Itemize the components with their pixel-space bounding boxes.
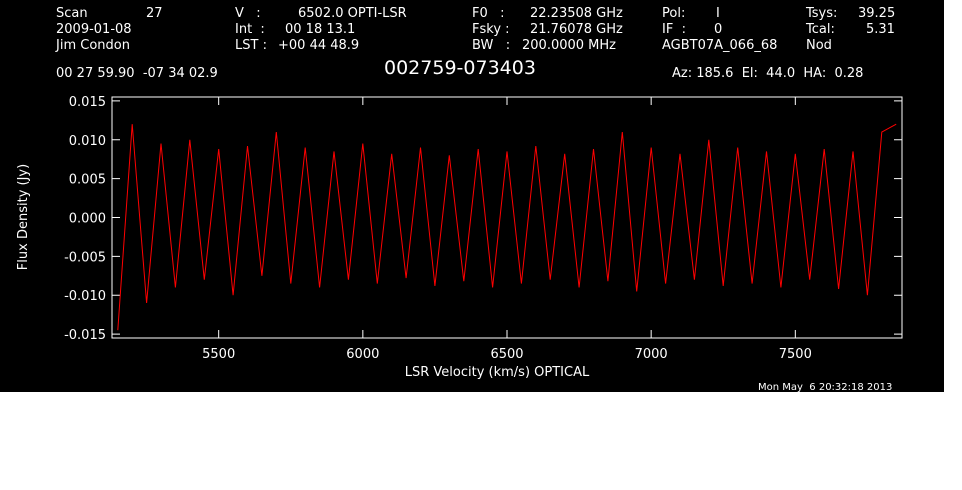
lst-value: +00 44 48.9 <box>278 38 360 53</box>
tcal-value: 5.31 <box>866 22 895 37</box>
spectrum-chart: 5500 6000 6500 7000 7500 -0.015 -0.010 -0.005 0.… <box>16 95 903 380</box>
az-el-ha: Az: 185.6 El: 44.0 HA: 0.28 <box>672 66 864 81</box>
source-coordinates: 00 27 59.90 -07 34 02.9 <box>56 66 218 81</box>
int-label: Int : <box>235 22 265 37</box>
int-value: 00 18 13.1 <box>285 22 356 37</box>
observing-mode: Nod <box>806 38 832 53</box>
x-axis-label: LSR Velocity (km/s) OPTICAL <box>405 365 590 380</box>
timestamp: Mon May 6 20:32:18 2013 <box>758 382 893 393</box>
fsky-label: Fsky : <box>472 22 510 37</box>
source-name: 002759-073403 <box>384 57 536 79</box>
bw-value: 200.0000 MHz <box>522 38 616 53</box>
y-tick-label: 0.000 <box>69 212 106 227</box>
y-tick-label: -0.015 <box>64 328 106 343</box>
if-label: IF : <box>662 22 686 37</box>
project-id: AGBT07A_066_68 <box>662 38 778 53</box>
observation-date: 2009-01-08 <box>56 22 132 37</box>
tcal-label: Tcal: <box>806 22 835 37</box>
y-axis-label: Flux Density (Jy) <box>16 164 31 270</box>
x-tick-label: 7000 <box>635 347 668 362</box>
f0-value: 22.23508 GHz <box>530 6 623 21</box>
y-tick-label: 0.005 <box>69 173 106 188</box>
y-tick-label: -0.005 <box>64 250 106 265</box>
scan-number: 27 <box>146 6 163 21</box>
x-tick-label: 5500 <box>202 347 235 362</box>
if-value: 0 <box>714 22 723 37</box>
fsky-value: 21.76078 GHz <box>530 22 623 37</box>
y-tick-label: 0.015 <box>69 95 106 110</box>
scan-label: Scan <box>56 6 88 21</box>
x-tick-label: 6000 <box>346 347 379 362</box>
velocity-label: V : <box>235 6 261 21</box>
y-tick-label: 0.010 <box>69 134 106 149</box>
x-tick-label: 7500 <box>779 347 812 362</box>
plot-panel: Scan 27 2009-01-08 Jim Condon V : 6502.0… <box>0 0 944 393</box>
pol-label: Pol: <box>662 6 686 21</box>
observer-name: Jim Condon <box>56 38 130 53</box>
tsys-label: Tsys: <box>806 6 838 21</box>
pol-value: I <box>716 6 720 21</box>
velocity-value: 6502.0 OPTI-LSR <box>298 6 407 21</box>
plot-frame <box>111 96 903 339</box>
f0-label: F0 : <box>472 6 505 21</box>
lst-label: LST : <box>235 38 267 53</box>
tsys-value: 39.25 <box>858 6 896 21</box>
spectrum-series-line <box>117 123 897 331</box>
y-tick-label: -0.010 <box>64 289 106 304</box>
x-tick-label: 6500 <box>490 347 523 362</box>
bw-label: BW : <box>472 38 511 53</box>
